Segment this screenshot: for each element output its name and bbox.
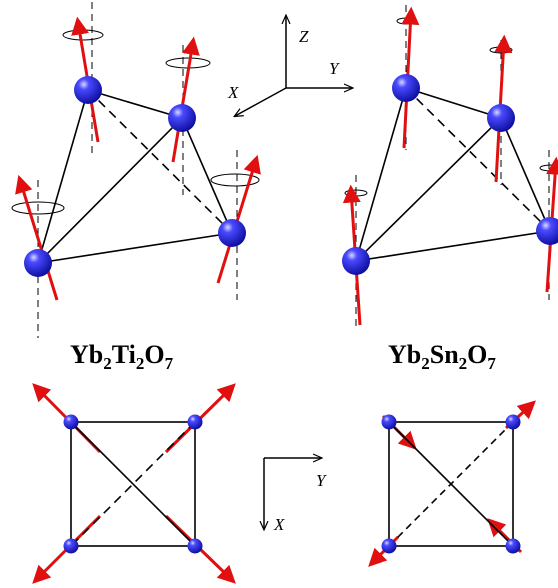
bond bbox=[405, 87, 502, 119]
atom bbox=[74, 76, 102, 104]
square-edges bbox=[70, 421, 196, 547]
square bbox=[388, 421, 514, 547]
ellipse bbox=[62, 29, 104, 41]
bond-dashed bbox=[87, 89, 233, 234]
atom bbox=[218, 219, 246, 247]
atoms bbox=[63, 414, 203, 554]
dashed-vertical-axes bbox=[37, 2, 238, 338]
atom bbox=[381, 538, 397, 554]
atom bbox=[536, 217, 558, 245]
atom bbox=[63, 414, 79, 430]
ellipse bbox=[11, 201, 65, 215]
atoms bbox=[24, 76, 246, 277]
spins-projected bbox=[32, 383, 236, 584]
formula-sn: Yb2Sn2O7 bbox=[388, 340, 496, 373]
diagonal bbox=[70, 421, 196, 547]
atom bbox=[381, 414, 397, 430]
precession-ellipses bbox=[344, 17, 558, 197]
y-axis-label: Y bbox=[329, 59, 340, 78]
axes-3d bbox=[235, 16, 352, 116]
axes-2d bbox=[264, 458, 321, 529]
bond bbox=[87, 89, 183, 119]
dashed-vertical-axes bbox=[355, 5, 550, 330]
bond-dashed bbox=[405, 87, 551, 232]
bonds bbox=[37, 89, 233, 264]
bond bbox=[37, 89, 89, 264]
diagonal-dashed bbox=[388, 421, 514, 547]
atom bbox=[187, 414, 203, 430]
atom bbox=[342, 247, 370, 275]
x-axis-label-2d: X bbox=[273, 515, 285, 534]
bond bbox=[500, 117, 551, 232]
x-axis-label: X bbox=[227, 83, 239, 102]
bond bbox=[355, 87, 407, 262]
ellipse bbox=[210, 173, 260, 187]
atoms bbox=[342, 74, 558, 275]
bond bbox=[355, 117, 502, 262]
atom bbox=[168, 104, 196, 132]
bond bbox=[37, 117, 183, 264]
spin-arrow bbox=[15, 174, 59, 301]
bond bbox=[37, 232, 233, 264]
spins bbox=[15, 16, 261, 301]
square bbox=[70, 421, 196, 547]
atom bbox=[63, 538, 79, 554]
projection-ti bbox=[32, 383, 236, 584]
square-edges bbox=[388, 421, 514, 547]
z-axis-label: Z bbox=[299, 27, 309, 46]
bond bbox=[355, 230, 551, 262]
atom bbox=[505, 538, 521, 554]
atom bbox=[487, 104, 515, 132]
atom bbox=[505, 414, 521, 430]
x-axis-arrow bbox=[235, 87, 287, 116]
atom bbox=[392, 74, 420, 102]
projection-sn bbox=[368, 400, 536, 567]
atoms bbox=[381, 414, 521, 554]
spin-arrow bbox=[171, 36, 200, 163]
y-axis-label-2d: Y bbox=[316, 471, 327, 490]
bond bbox=[181, 117, 233, 234]
bonds bbox=[355, 87, 551, 262]
tetrahedron-ti bbox=[11, 2, 261, 338]
atom bbox=[24, 249, 52, 277]
spins bbox=[342, 6, 558, 326]
formula-ti: Yb2Ti2O7 bbox=[70, 340, 174, 373]
tetrahedron-sn bbox=[342, 5, 558, 330]
precession-ellipses bbox=[11, 29, 260, 215]
atom bbox=[187, 538, 203, 554]
